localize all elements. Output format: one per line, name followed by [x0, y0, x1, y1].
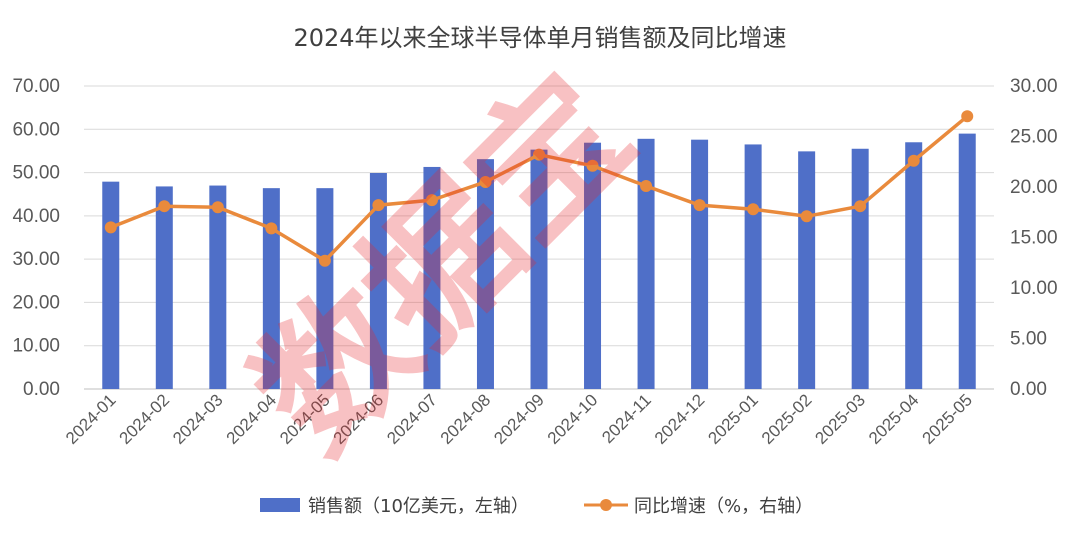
sales-bar — [584, 142, 602, 389]
legend: 销售额（10亿美元，左轴） 同比增速（%，右轴） — [260, 496, 813, 517]
growth-point — [425, 194, 438, 207]
right-y-tick-label: 20.00 — [1010, 177, 1058, 198]
growth-point — [586, 159, 599, 172]
growth-point — [961, 110, 974, 123]
sales-bar — [262, 188, 280, 389]
sales-bar — [905, 142, 923, 389]
sales-bar — [798, 151, 816, 389]
growth-point — [747, 203, 760, 216]
right-y-tick-label: 15.00 — [1010, 228, 1058, 249]
right-y-tick-label: 30.00 — [1010, 76, 1058, 97]
legend-line-marker — [600, 499, 612, 511]
x-tick-label: 2024-02 — [116, 390, 174, 448]
growth-point — [533, 148, 545, 161]
x-tick-label: 2025-04 — [865, 390, 923, 448]
sales-bar — [476, 159, 494, 389]
left-y-tick-label: 30.00 — [12, 249, 60, 270]
x-tick-label: 2024-03 — [169, 390, 227, 448]
growth-line — [104, 110, 974, 267]
sales-bar — [209, 185, 227, 389]
sales-bars — [102, 133, 976, 389]
left-y-tick-label: 20.00 — [12, 292, 60, 313]
x-axis: 2024-012024-022024-032024-042024-052024-… — [62, 390, 976, 448]
left-y-tick-label: 0.00 — [23, 379, 60, 400]
legend-bar-swatch — [260, 498, 300, 512]
sales-bar — [691, 139, 709, 389]
growth-point — [372, 199, 385, 212]
chart-title: 2024年以来全球半导体单月销售额及同比增速 — [293, 24, 786, 52]
sales-bar — [958, 133, 976, 389]
x-tick-label: 2025-02 — [758, 390, 816, 448]
sales-bar — [851, 148, 869, 389]
growth-point — [854, 200, 867, 213]
x-tick-label: 2025-01 — [704, 390, 762, 448]
growth-point — [640, 179, 653, 192]
x-tick-label: 2024-01 — [62, 390, 120, 448]
x-tick-label: 2024-09 — [490, 390, 548, 448]
growth-point — [800, 210, 813, 223]
sales-bar — [637, 138, 655, 389]
sales-bar — [369, 173, 387, 389]
x-tick-label: 2024-11 — [598, 390, 655, 447]
growth-point — [479, 175, 492, 188]
left-y-axis: 0.00 10.00 20.00 30.00 40.00 50.00 60.00 70.00 — [12, 76, 60, 400]
left-y-tick-label: 50.00 — [12, 163, 60, 184]
left-y-tick-label: 70.00 — [12, 76, 60, 97]
right-y-axis: 0.00 5.00 10.00 15.00 20.00 25.00 30.00 — [1010, 76, 1058, 400]
left-y-tick-label: 10.00 — [12, 336, 60, 357]
x-tick-label: 2024-08 — [437, 390, 495, 448]
sales-bar — [423, 166, 441, 389]
x-tick-label: 2025-05 — [919, 390, 977, 448]
sales-bar — [102, 181, 120, 389]
right-y-tick-label: 10.00 — [1010, 278, 1058, 299]
right-y-tick-label: 25.00 — [1010, 127, 1058, 148]
x-tick-label: 2024-10 — [544, 390, 602, 448]
growth-point — [158, 200, 171, 213]
right-y-tick-label: 0.00 — [1010, 379, 1047, 400]
left-y-tick-label: 60.00 — [12, 119, 60, 140]
growth-point — [211, 201, 224, 214]
left-y-tick-label: 40.00 — [12, 206, 60, 227]
x-tick-label: 2024-12 — [651, 390, 709, 448]
sales-bar — [316, 188, 334, 389]
growth-point — [907, 154, 920, 167]
growth-point — [104, 221, 117, 234]
right-y-tick-label: 5.00 — [1010, 329, 1047, 350]
legend-bar-label: 销售额（10亿美元，左轴） — [308, 496, 529, 517]
sales-bar — [744, 144, 762, 389]
x-tick-label: 2025-03 — [811, 390, 869, 448]
sales-bar — [155, 186, 173, 389]
legend-line-label: 同比增速（%，右轴） — [634, 496, 813, 517]
sales-bar — [530, 149, 548, 389]
growth-point — [693, 199, 706, 212]
growth-point — [265, 222, 278, 235]
growth-point — [318, 254, 331, 267]
